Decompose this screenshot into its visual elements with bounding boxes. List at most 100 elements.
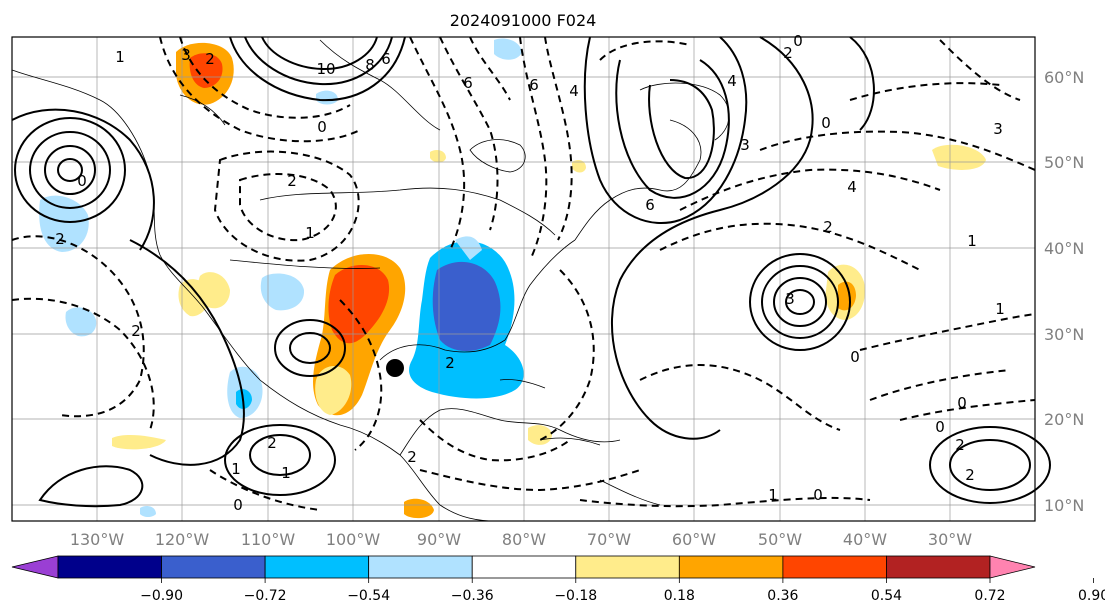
- shade-neg-gulf-inner: [432, 261, 501, 352]
- contour-label: 0: [813, 486, 823, 504]
- shading: [39, 38, 986, 519]
- lon-label: 70°W: [587, 530, 631, 549]
- lat-label: 50°N: [1044, 153, 1084, 172]
- contour-label: 0: [935, 418, 945, 436]
- colorbar-box: [575, 555, 680, 579]
- colorbar-box: [368, 555, 473, 579]
- contour-label: 1: [231, 460, 241, 478]
- storm-center-marker: [386, 359, 404, 377]
- colorbar-tick-label: −0.36: [451, 588, 494, 604]
- lat-label: 20°N: [1044, 410, 1084, 429]
- shade-pos-pacific-sw: [112, 434, 166, 450]
- contour-label: 4: [847, 178, 857, 196]
- contour-label: 0: [317, 118, 327, 136]
- colorbar-box: [57, 555, 162, 579]
- shade-pos-north-atl: [932, 144, 986, 170]
- contour-label: 1: [967, 232, 977, 250]
- contour-label: 0: [821, 114, 831, 132]
- contour-label: 6: [529, 76, 539, 94]
- contour-label: 2: [287, 172, 297, 190]
- colorbar-tick-label: −0.18: [554, 588, 597, 604]
- colorbar-tick-label: 0.18: [664, 588, 695, 604]
- shade-pos-tiny-1: [430, 150, 446, 163]
- contour-label: 6: [463, 74, 473, 92]
- shade-neg-southwest: [260, 273, 305, 311]
- latitude-labels: 60°N 50°N 40°N 30°N 20°N 10°N: [1044, 68, 1084, 515]
- lon-label: 110°W: [241, 530, 296, 549]
- contour-label: 6: [645, 196, 655, 214]
- lat-label: 10°N: [1044, 496, 1084, 515]
- map-frame: [11, 36, 1036, 522]
- colorbar-tick-label: −0.72: [244, 588, 287, 604]
- contour-label: 6: [381, 50, 391, 68]
- contour-label: 1: [305, 224, 315, 242]
- contour-label: 1: [995, 300, 1005, 318]
- contour-low-gulf: [274, 319, 346, 377]
- colorbar-tick-label: 0.72: [974, 588, 1005, 604]
- shade-pos-baja-2: [198, 272, 230, 309]
- contour-label: 2: [783, 44, 793, 62]
- colorbar-extend-max: [989, 555, 1036, 579]
- contour-label: 2: [823, 218, 833, 236]
- colorbar-tick-label: −0.54: [347, 588, 390, 604]
- contour-label: 2: [407, 448, 417, 466]
- colorbar-tick-label: 0.54: [871, 588, 902, 604]
- lon-label: 60°W: [672, 530, 716, 549]
- contour-label: 0: [233, 496, 243, 514]
- contour-label: 1: [115, 48, 125, 66]
- contour-label: 3: [785, 290, 795, 308]
- colorbar-box: [471, 555, 577, 579]
- map-title: 2024091000 F024: [450, 11, 597, 30]
- shade-pos-texas-inner: [328, 264, 390, 344]
- colorbar-ticks: −0.90 −0.72 −0.54 −0.36 −0.18 0.18 0.36 0.54 0.7…: [140, 578, 1105, 604]
- lon-label: 130°W: [70, 530, 125, 549]
- lon-label: 40°W: [843, 530, 887, 549]
- shade-neg-top: [494, 38, 522, 60]
- colorbar-tick-label: 0.36: [767, 588, 798, 604]
- contour-label: 1: [768, 486, 778, 504]
- shade-pos-texas-yellow: [315, 365, 352, 415]
- colorbar: −0.90 −0.72 −0.54 −0.36 −0.18 0.18 0.36 0.54 0.7…: [11, 555, 1105, 604]
- colorbar-box: [886, 555, 991, 579]
- contour-low-pacific: [14, 117, 126, 223]
- lat-label: 30°N: [1044, 325, 1084, 344]
- lat-label: 40°N: [1044, 239, 1084, 258]
- colorbar-box: [161, 555, 266, 579]
- shade-neg-pacific-south: [65, 307, 97, 337]
- colorbar-extend-min: [11, 555, 59, 579]
- shade-pos-central-am: [404, 498, 434, 519]
- contour-label: 2: [205, 50, 215, 68]
- lon-label: 90°W: [417, 530, 461, 549]
- lat-label: 60°N: [1044, 68, 1084, 87]
- contour-label: 1: [281, 464, 291, 482]
- contour-label: 0: [77, 172, 87, 190]
- contour-low-atlantic: [761, 265, 839, 339]
- colorbar-box: [264, 555, 370, 579]
- shade-pos-tiny-2: [572, 160, 586, 173]
- colorbar-box: [678, 555, 784, 579]
- contour-label: 3: [740, 136, 750, 154]
- contour-label: 0: [793, 32, 803, 50]
- contour-label: 4: [727, 72, 737, 90]
- contour-label: 8: [365, 56, 375, 74]
- contour-low-pacific-south: [224, 424, 336, 496]
- contour-low-east: [929, 426, 1051, 504]
- contour-label: 4: [569, 82, 579, 100]
- colorbar-tick-label: 0.90: [1078, 588, 1105, 604]
- lon-label: 100°W: [326, 530, 381, 549]
- shade-pos-alaska-inner: [189, 53, 223, 88]
- contour-label: 2: [55, 230, 65, 248]
- contour-label: 0: [850, 348, 860, 366]
- lon-label: 30°W: [928, 530, 972, 549]
- lon-label: 120°W: [155, 530, 210, 549]
- colorbar-tick-label: −0.90: [140, 588, 183, 604]
- contour-label: 10: [316, 60, 335, 78]
- colorbar-box: [782, 555, 887, 579]
- contours: [11, 36, 1051, 511]
- contour-label: 3: [181, 46, 191, 64]
- contour-label: 2: [955, 436, 965, 454]
- shade-neg-tiny-2: [140, 506, 156, 517]
